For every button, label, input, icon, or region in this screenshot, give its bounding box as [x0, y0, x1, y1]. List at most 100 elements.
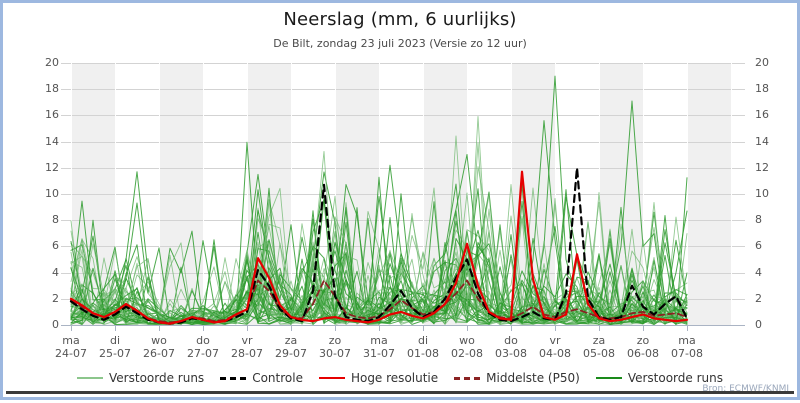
series-svg [69, 75, 689, 326]
legend-label: Controle [252, 371, 303, 385]
x-axis-date: 26-07 [143, 347, 175, 360]
page-subtitle: De Bilt, zondag 23 juli 2023 (Versie zo … [273, 37, 527, 50]
gridline-horizontal [61, 142, 745, 143]
x-axis-label: wo 26-07 [129, 334, 189, 360]
x-axis-label: ma 24-07 [41, 334, 101, 360]
y-axis-label-left: 12 [45, 160, 59, 174]
bottom-rule [6, 391, 794, 394]
series-layer [61, 63, 745, 326]
x-axis-tickmark [511, 325, 512, 331]
ensemble-member-line [70, 142, 688, 325]
x-axis-label: wo 02-08 [437, 334, 497, 360]
legend-item[interactable]: Controle [220, 371, 303, 385]
y-axis-label-right: 0 [755, 318, 762, 331]
y-axis-label-left: 16 [45, 108, 59, 122]
x-axis-weekday: za [592, 334, 606, 347]
gridline-vertical [247, 63, 248, 325]
x-axis-date: 04-08 [539, 347, 571, 360]
x-axis-date: 24-07 [55, 347, 87, 360]
x-axis-tickmark [423, 325, 424, 331]
y-axis-label-left: 2 [52, 291, 59, 305]
legend-item[interactable]: Middelste (P50) [454, 371, 580, 385]
x-axis-label: di 25-07 [85, 334, 145, 360]
x-axis-label: ma 07-08 [657, 334, 717, 360]
x-axis-date: 30-07 [319, 347, 351, 360]
x-axis-weekday: wo [459, 334, 475, 347]
x-axis-tickmark [247, 325, 248, 331]
legend-swatch-solid [595, 377, 622, 379]
x-axis-label: zo 30-07 [305, 334, 365, 360]
gridline-vertical [71, 63, 72, 325]
gridline-vertical [731, 63, 732, 325]
x-axis-weekday: do [504, 334, 518, 347]
y-axis-label-right: 14 [755, 134, 769, 148]
x-axis-weekday: do [196, 334, 210, 347]
x-axis-line [61, 325, 745, 326]
gridline-vertical [423, 63, 424, 325]
ensemble-member-line [70, 218, 688, 325]
x-axis-tickmark [203, 325, 204, 331]
x-axis-tickmark [291, 325, 292, 331]
x-axis-tickmark [599, 325, 600, 331]
gridline-horizontal [61, 220, 745, 221]
x-axis-date: 01-08 [407, 347, 439, 360]
x-axis-label: zo 06-08 [613, 334, 673, 360]
legend-item[interactable]: Hoge resolutie [318, 371, 438, 385]
legend-item[interactable]: Verstoorde runs [595, 371, 723, 385]
y-axis-label-left: 20 [45, 56, 59, 69]
x-axis-tickmark [71, 325, 72, 331]
x-axis-weekday: wo [151, 334, 167, 347]
x-axis-label: vr 28-07 [217, 334, 277, 360]
y-axis-label-left: 4 [52, 265, 59, 279]
x-axis-tickmark [555, 325, 556, 331]
x-axis-label: di 01-08 [393, 334, 453, 360]
gridline-horizontal [61, 194, 745, 195]
x-axis-weekday: za [284, 334, 298, 347]
gridline-horizontal [61, 89, 745, 90]
x-axis-label: do 03-08 [481, 334, 541, 360]
y-axis-label-left: 6 [52, 239, 59, 253]
legend-swatch-dashed [454, 376, 481, 380]
gridline-horizontal [61, 246, 745, 247]
x-axis-date: 29-07 [275, 347, 307, 360]
x-axis-tickmark [467, 325, 468, 331]
x-axis-weekday: di [417, 334, 429, 347]
high-resolution-line [69, 170, 689, 325]
x-axis-weekday: di [109, 334, 121, 347]
legend-swatch-solid [77, 377, 104, 379]
gridline-vertical [687, 63, 688, 325]
y-axis-label-left: 10 [45, 187, 59, 200]
legend-label: Verstoorde runs [109, 371, 205, 385]
gridline-horizontal [61, 115, 745, 116]
page-title: Neerslag (mm, 6 uurlijks) [283, 9, 517, 30]
gridline-vertical [555, 63, 556, 325]
gridline-vertical [643, 63, 644, 325]
x-axis-date: 07-08 [671, 347, 703, 360]
x-axis-weekday: ma [370, 334, 388, 347]
gridline-horizontal [61, 63, 745, 64]
x-axis-weekday: zo [636, 334, 650, 347]
x-axis-tickmark [687, 325, 688, 331]
legend-label: Verstoorde runs [627, 371, 723, 385]
x-axis-date: 02-08 [451, 347, 483, 360]
legend-swatch-dashed [220, 376, 247, 380]
source-label: Bron: ECMWF/KNMI [702, 384, 789, 394]
y-axis-label-right: 12 [755, 160, 769, 174]
x-axis-weekday: ma [62, 334, 80, 347]
x-axis-label: za 05-08 [569, 334, 629, 360]
x-axis-weekday: ma [678, 334, 696, 347]
x-axis-label: vr 04-08 [525, 334, 585, 360]
ensemble-member-line [70, 135, 688, 324]
y-axis-label-right: 8 [755, 213, 762, 227]
gridline-vertical [159, 63, 160, 325]
legend-item[interactable]: Verstoorde runs [77, 371, 204, 385]
x-axis-label: do 27-07 [173, 334, 233, 360]
x-axis-label: za 29-07 [261, 334, 321, 360]
x-axis-date: 05-08 [583, 347, 615, 360]
y-axis-label-left: 8 [52, 213, 59, 227]
x-axis-tickmark [379, 325, 380, 331]
ensemble-member-line [70, 183, 688, 325]
y-axis-label-right: 20 [755, 56, 769, 69]
y-axis-label-right: 6 [755, 239, 762, 253]
